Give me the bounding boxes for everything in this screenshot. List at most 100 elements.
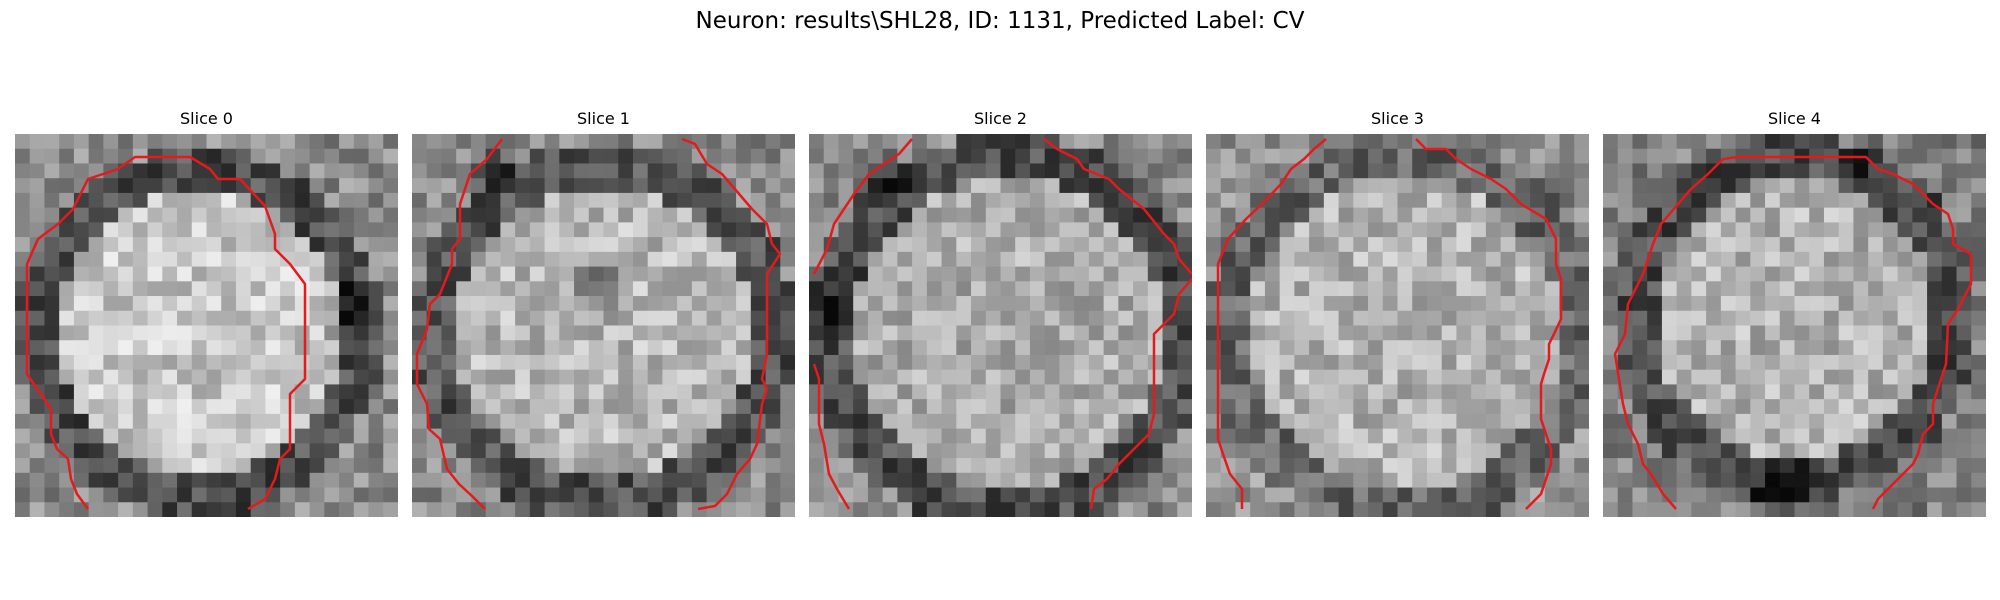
- pixel: [897, 222, 913, 238]
- pixel: [1632, 354, 1648, 371]
- pixel: [780, 399, 795, 415]
- pixel: [662, 428, 678, 444]
- pixel: [1059, 472, 1075, 489]
- pixel: [235, 310, 252, 327]
- pixel: [500, 296, 516, 312]
- pixel: [1941, 281, 1958, 297]
- pixel: [1279, 222, 1295, 238]
- pixel: [1015, 384, 1031, 400]
- pixel: [280, 458, 296, 474]
- pixel: [426, 163, 443, 179]
- pixel: [838, 222, 854, 238]
- slice-1-contour: [415, 138, 503, 355]
- pixel: [29, 458, 46, 474]
- pixel: [647, 251, 664, 268]
- pixel: [88, 178, 104, 194]
- pixel: [1691, 325, 1707, 341]
- pixel: [1647, 340, 1663, 356]
- pixel: [867, 222, 884, 238]
- pixel: [368, 237, 384, 253]
- pixel: [1162, 325, 1178, 341]
- pixel: [1059, 134, 1075, 150]
- pixel: [470, 354, 487, 371]
- pixel: [1765, 134, 1781, 150]
- pixel: [706, 178, 722, 194]
- pixel: [838, 443, 854, 459]
- pixel: [1088, 354, 1105, 371]
- pixel: [956, 251, 972, 268]
- pixel: [103, 399, 119, 415]
- pixel: [515, 222, 531, 238]
- pixel: [118, 340, 134, 356]
- pixel: [309, 134, 325, 150]
- pixel: [1000, 384, 1016, 400]
- pixel: [485, 251, 501, 268]
- pixel: [1368, 502, 1384, 517]
- pixel: [294, 384, 311, 400]
- pixel: [780, 134, 795, 150]
- pixel: [44, 207, 60, 223]
- pixel: [88, 354, 104, 371]
- pixel: [147, 487, 163, 503]
- pixel: [691, 266, 708, 282]
- pixel: [765, 163, 781, 179]
- pixel: [1279, 443, 1295, 459]
- pixel: [985, 163, 1002, 179]
- pixel: [1882, 369, 1899, 386]
- pixel: [971, 399, 987, 415]
- pixel: [221, 487, 237, 503]
- pixel: [1956, 413, 1972, 430]
- pixel: [1500, 296, 1516, 312]
- pixel: [1794, 428, 1810, 444]
- pixel: [1015, 399, 1031, 415]
- pixel: [736, 413, 752, 430]
- pixel: [1029, 310, 1046, 327]
- pixel: [780, 163, 795, 179]
- pixel: [1912, 207, 1928, 223]
- pixel: [15, 237, 31, 253]
- pixel: [177, 207, 193, 223]
- pixel: [1779, 222, 1796, 238]
- pixel: [1368, 134, 1384, 150]
- pixel: [1735, 178, 1751, 194]
- pixel: [15, 472, 31, 489]
- pixel: [956, 399, 972, 415]
- pixel: [647, 207, 664, 223]
- pixel: [191, 237, 208, 253]
- pixel: [177, 222, 193, 238]
- pixel: [1823, 443, 1840, 459]
- pixel: [59, 163, 75, 179]
- pixel: [897, 458, 913, 474]
- pixel: [15, 192, 31, 209]
- pixel: [1647, 163, 1663, 179]
- pixel: [677, 443, 693, 459]
- pixel: [1162, 237, 1178, 253]
- pixel: [1765, 354, 1781, 371]
- pixel: [1603, 237, 1619, 253]
- pixel: [1765, 428, 1781, 444]
- pixel: [1794, 487, 1810, 503]
- pixel: [44, 487, 60, 503]
- pixel: [882, 340, 898, 356]
- pixel: [1133, 369, 1149, 386]
- pixel: [956, 296, 972, 312]
- pixel: [1382, 472, 1399, 489]
- pixel: [1103, 251, 1119, 268]
- pixel: [1412, 354, 1428, 371]
- pixel: [882, 310, 898, 327]
- pixel: [882, 296, 898, 312]
- pixel: [177, 472, 193, 489]
- pixel: [1368, 266, 1384, 282]
- pixel: [823, 251, 840, 268]
- pixel: [1338, 251, 1354, 268]
- pixel: [1147, 472, 1164, 489]
- pixel: [618, 134, 634, 150]
- pixel: [1500, 472, 1516, 489]
- pixel: [309, 384, 325, 400]
- pixel: [559, 178, 575, 194]
- pixel: [1941, 487, 1958, 503]
- pixel: [1515, 340, 1531, 356]
- pixel: [1044, 472, 1061, 489]
- pixel: [515, 237, 531, 253]
- pixel: [1809, 413, 1825, 430]
